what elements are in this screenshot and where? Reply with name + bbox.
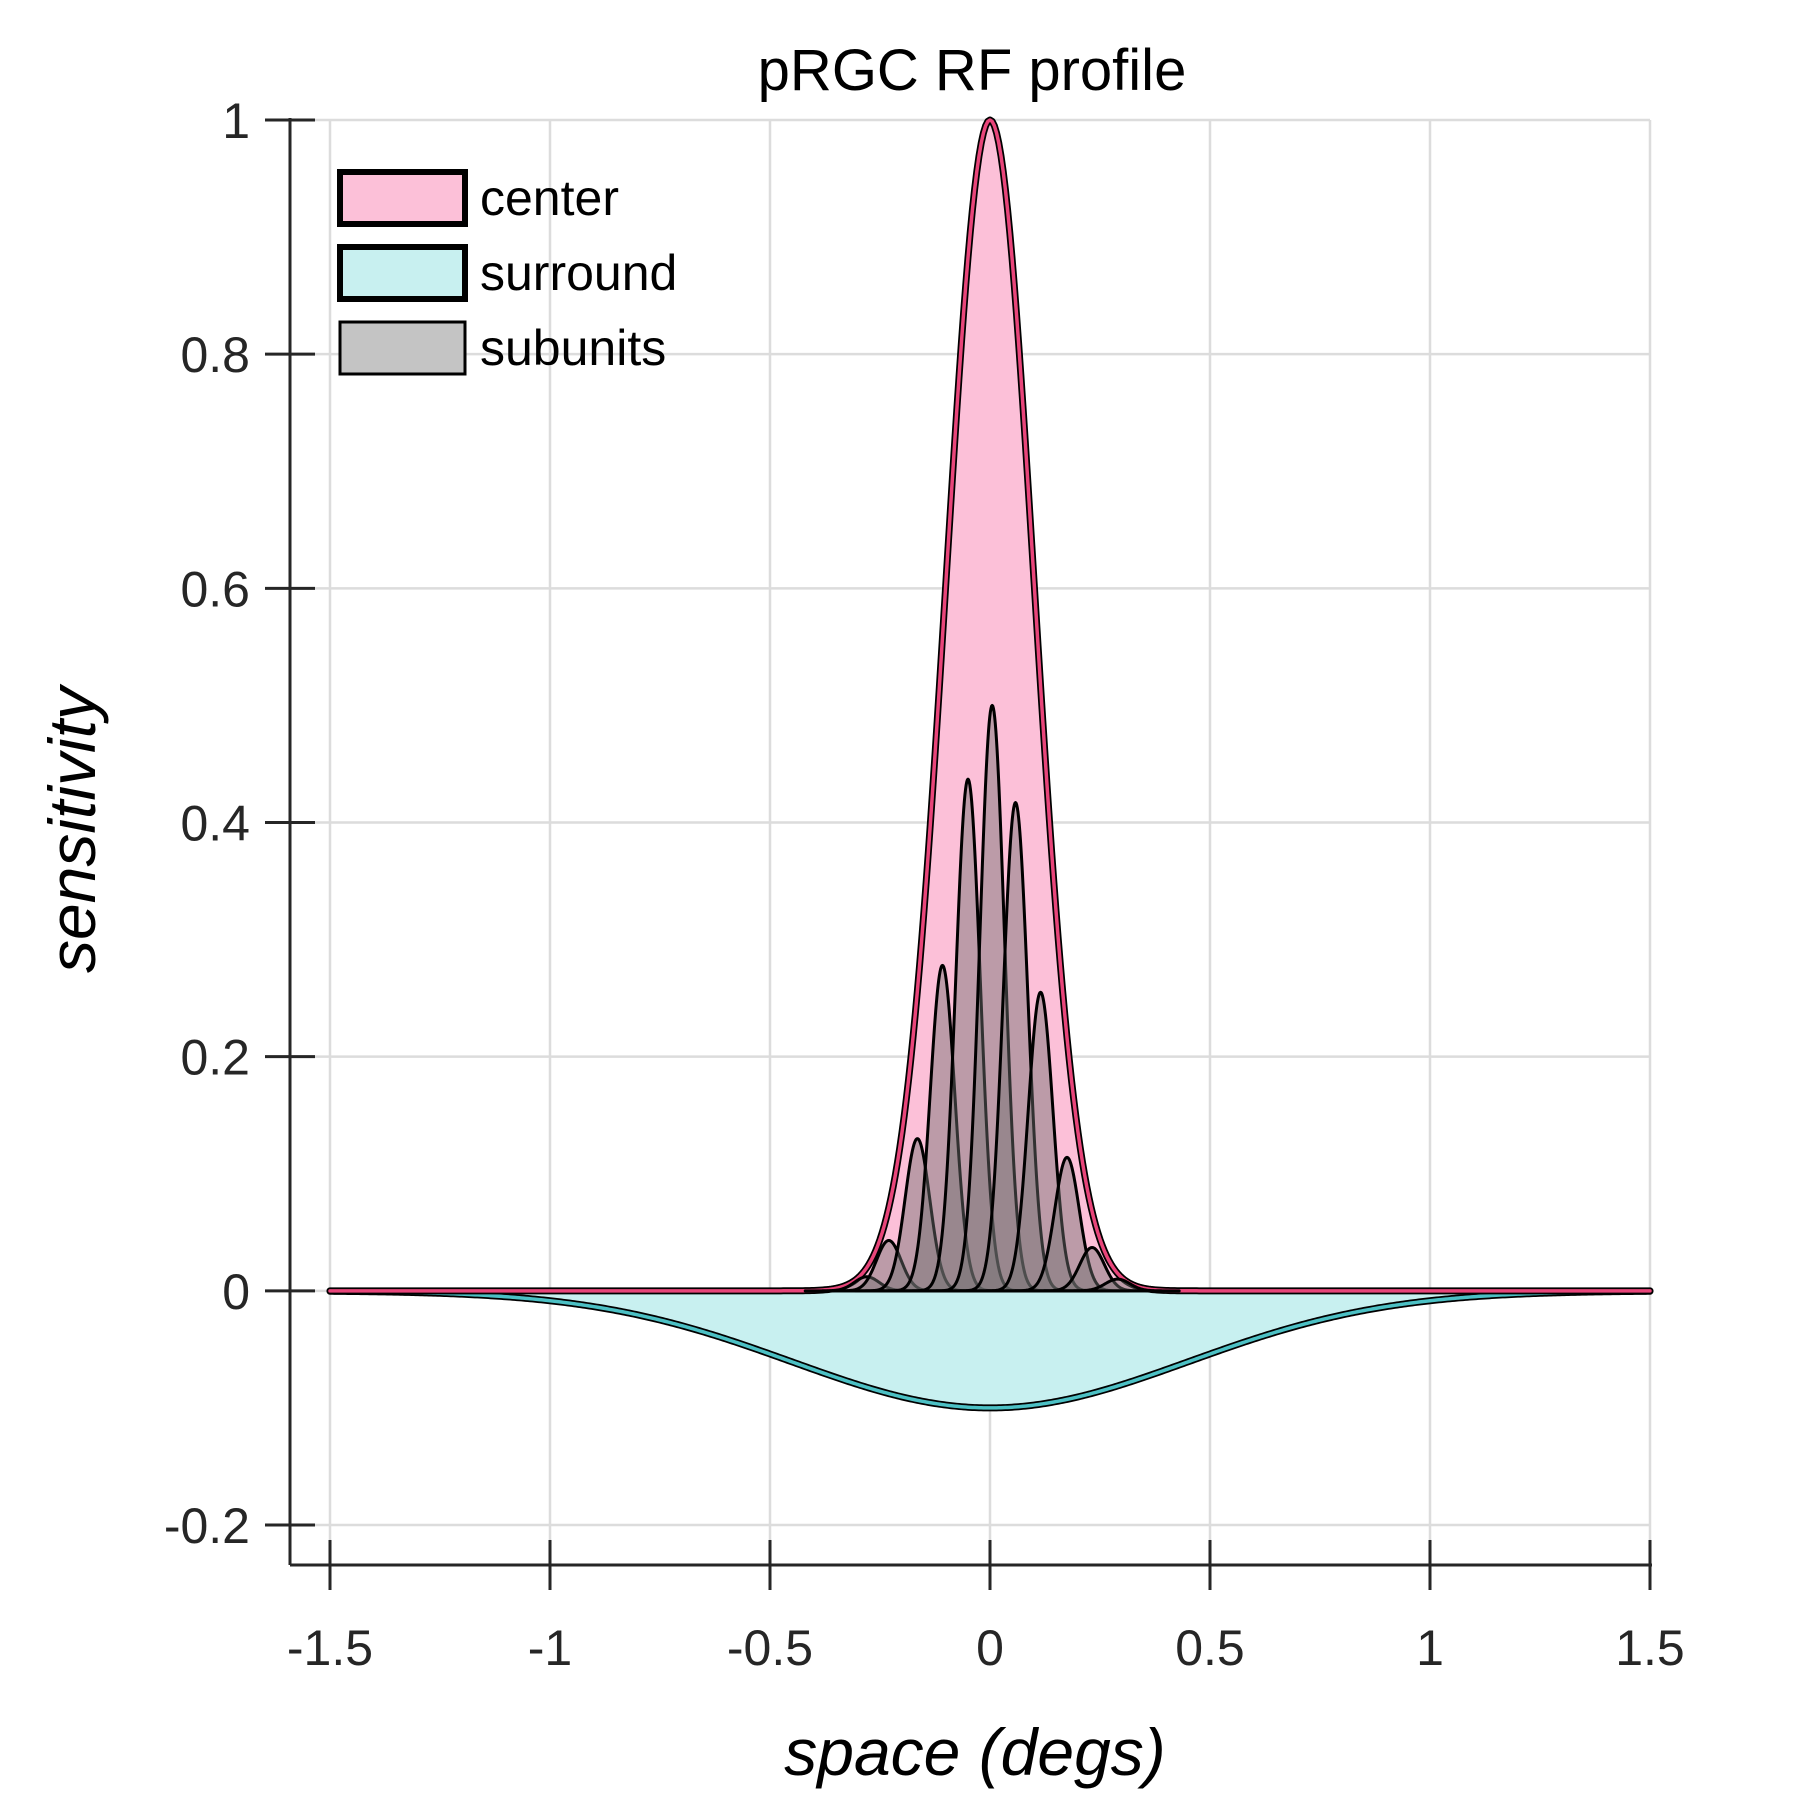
x-tick-label: 0: [976, 1620, 1004, 1676]
y-axis-label: sensitivity: [35, 683, 109, 973]
x-tick-label: -1.5: [287, 1620, 373, 1676]
x-tick-label: 1.5: [1615, 1620, 1685, 1676]
legend-label: subunits: [480, 320, 666, 376]
subunit-curve: [1054, 1277, 1181, 1293]
surround-area: [330, 1290, 1650, 1408]
center-layer: [326, 116, 1654, 1295]
y-tick-label: 0: [222, 1264, 250, 1320]
center-area: [330, 120, 1650, 1291]
y-tick-label: -0.2: [164, 1498, 250, 1554]
legend-item-subunits: subunits: [338, 320, 666, 376]
legend-item-center: center: [337, 169, 619, 227]
y-tick-label: 0.6: [180, 561, 250, 617]
surround-line: [328, 1289, 1652, 1410]
legend-swatch: [337, 169, 468, 227]
x-tick-label: -1: [528, 1620, 572, 1676]
chart-title: pRGC RF profile: [758, 38, 1187, 103]
legend: center surround subunits: [337, 169, 677, 376]
y-tick-label: 0.4: [180, 796, 250, 852]
subunit-layer: [803, 703, 1181, 1293]
x-tick-label: -0.5: [727, 1620, 813, 1676]
legend-label: center: [480, 170, 619, 226]
x-tick-label: 0.5: [1175, 1620, 1245, 1676]
legend-swatch: [337, 244, 468, 302]
x-tick-label: 1: [1416, 1620, 1444, 1676]
surround-layer: [326, 1287, 1654, 1412]
y-tick-label: 1: [222, 93, 250, 149]
subunit-curve: [904, 777, 1032, 1293]
legend-label: surround: [480, 245, 677, 301]
x-axis-label: space (degs): [784, 1715, 1166, 1789]
center-line: [328, 118, 1652, 1293]
y-tick-label: 0.8: [180, 327, 250, 383]
axes: -0.2 0 0.2 0.4 0.6 0.8 1 -1.5 -1 -0.5 0 0.5 1 1.5: [164, 93, 1685, 1676]
legend-item-surround: surround: [337, 244, 677, 302]
legend-swatch: [338, 320, 467, 376]
y-tick-label: 0.2: [180, 1030, 250, 1086]
